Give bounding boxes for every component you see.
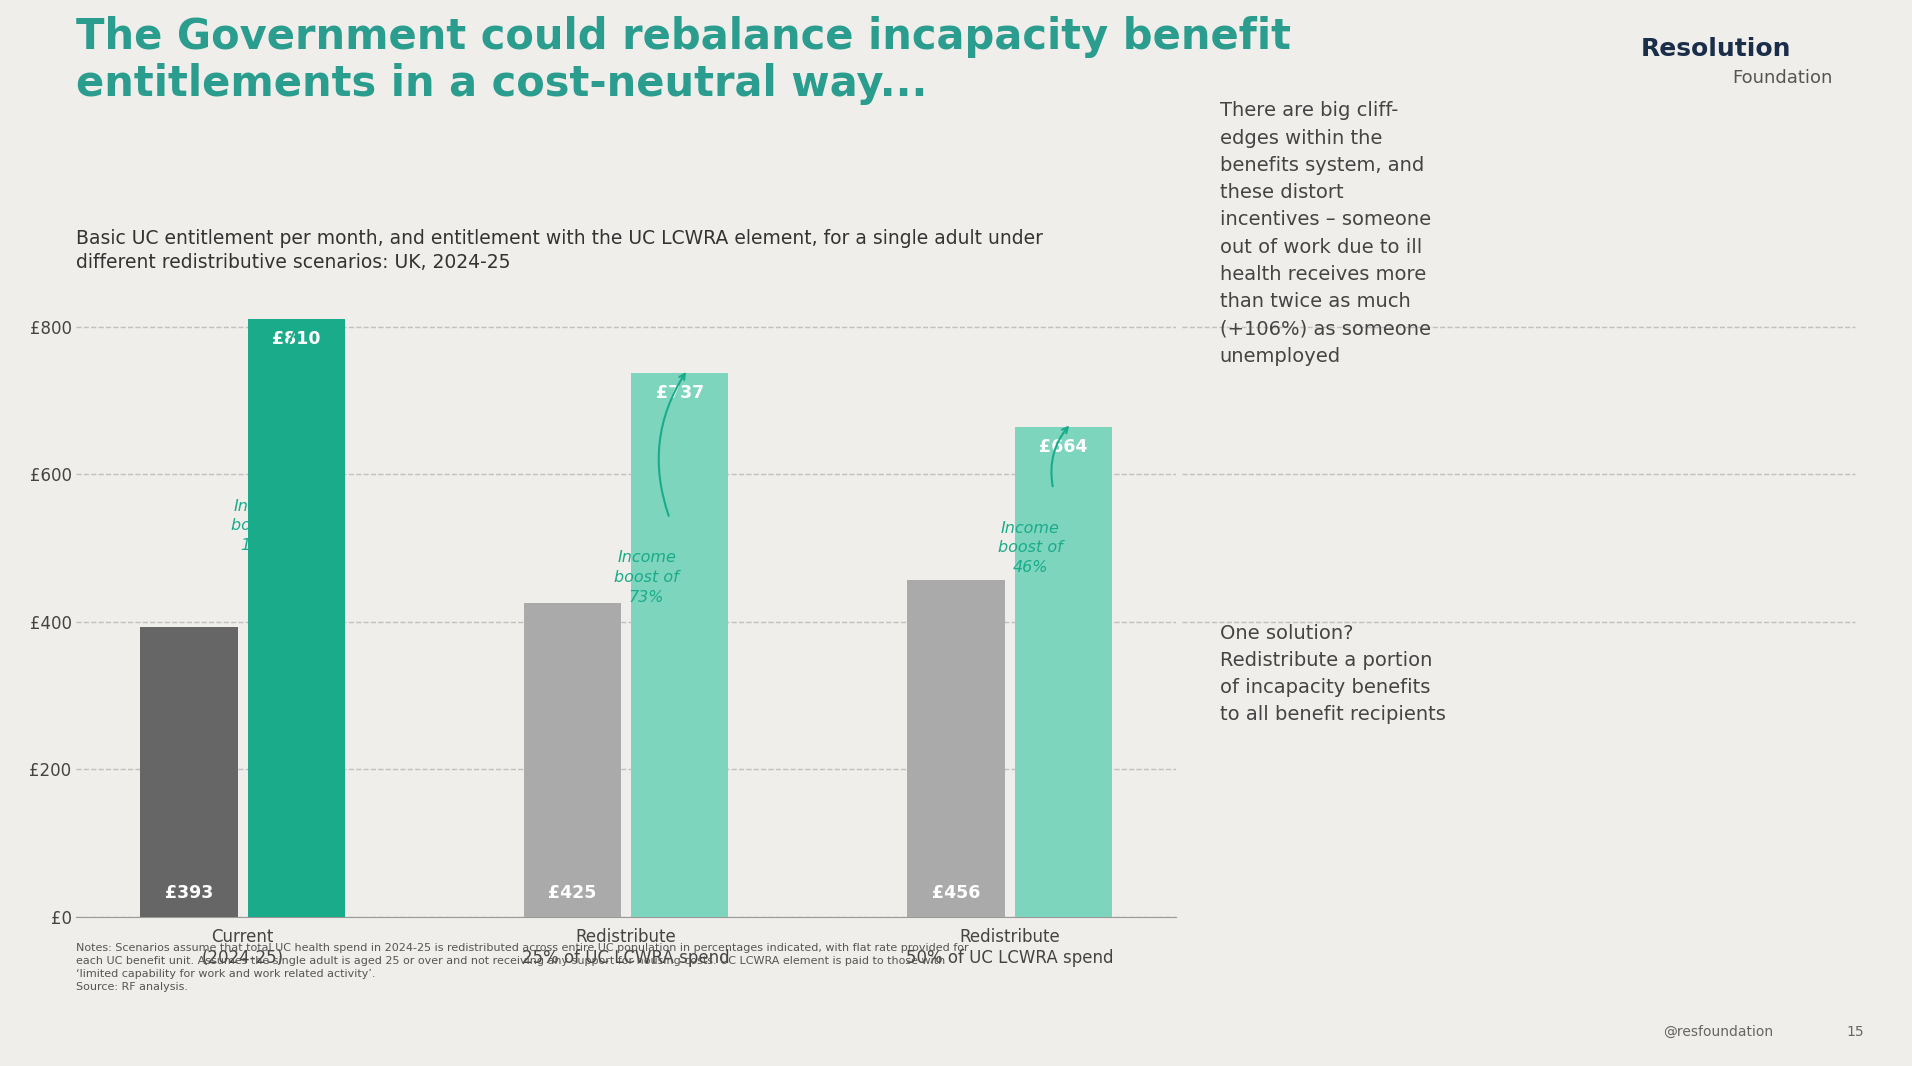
Text: £393: £393	[164, 884, 212, 902]
Text: 15: 15	[1847, 1025, 1864, 1039]
Bar	[249, 320, 344, 917]
Text: £664: £664	[1040, 438, 1088, 456]
Bar	[631, 373, 728, 917]
Bar	[908, 581, 1004, 917]
Text: Notes: Scenarios assume that total UC health spend in 2024-25 is redistributed a: Notes: Scenarios assume that total UC he…	[76, 943, 969, 991]
Text: £737: £737	[656, 384, 704, 402]
Text: @resfoundation: @resfoundation	[1663, 1025, 1774, 1039]
Bar	[1015, 427, 1113, 917]
Text: £425: £425	[549, 884, 597, 902]
Text: Income
boost of
106%: Income boost of 106%	[231, 499, 296, 553]
Bar	[140, 627, 237, 917]
Text: Basic UC entitlement per month, and entitlement with the UC LCWRA element, for a: Basic UC entitlement per month, and enti…	[76, 229, 1044, 273]
Text: £810: £810	[272, 330, 321, 349]
Text: There are big cliff-
edges within the
benefits system, and
these distort
incenti: There are big cliff- edges within the be…	[1220, 101, 1430, 366]
Text: Income
boost of
46%: Income boost of 46%	[998, 520, 1063, 576]
Text: £456: £456	[931, 884, 981, 902]
Text: Resolution: Resolution	[1640, 37, 1792, 62]
Text: Income
boost of
73%: Income boost of 73%	[614, 550, 679, 604]
Text: One solution?
Redistribute a portion
of incapacity benefits
to all benefit recip: One solution? Redistribute a portion of …	[1220, 624, 1445, 725]
Text: The Government could rebalance incapacity benefit
entitlements in a cost-neutral: The Government could rebalance incapacit…	[76, 16, 1291, 104]
Bar	[524, 603, 621, 917]
Text: Foundation: Foundation	[1732, 69, 1832, 87]
